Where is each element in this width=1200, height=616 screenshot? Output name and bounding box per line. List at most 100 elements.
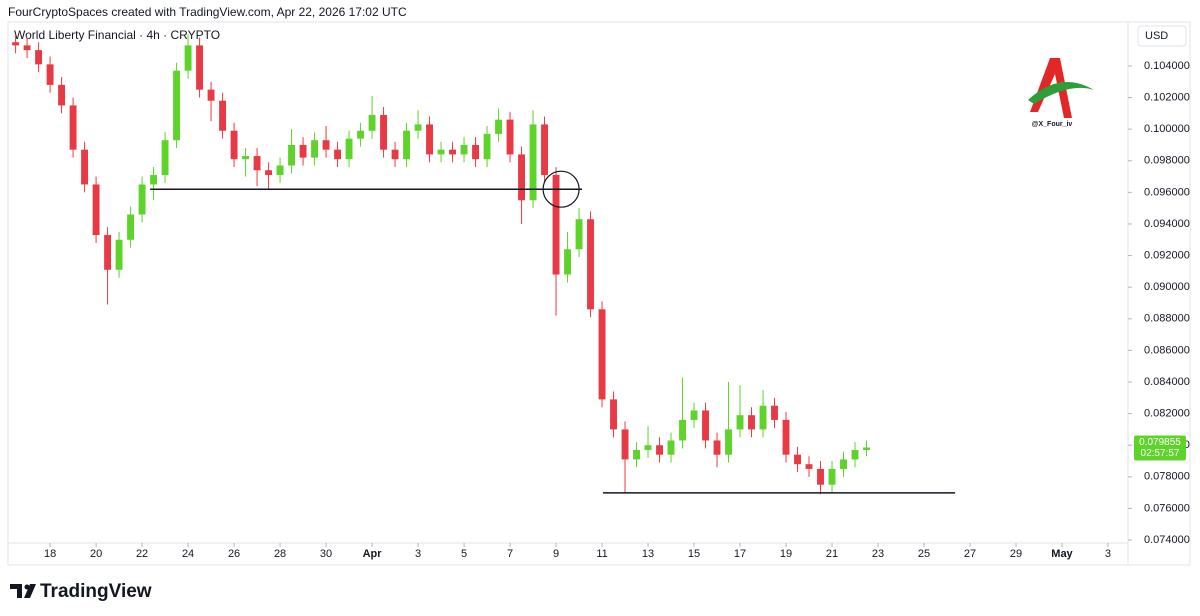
candle-body [598,309,606,400]
candle-body [736,415,744,430]
y-tick-label: 0.098000 [1144,155,1190,167]
x-tick-label: 29 [1010,548,1022,560]
x-tick-label: 18 [44,548,56,560]
x-tick-label: 15 [688,548,700,560]
x-tick-label: May [1051,548,1073,560]
x-tick-label: 25 [918,548,930,560]
x-tick-label: 21 [826,548,838,560]
candle-body [426,124,434,155]
candle-body [127,214,135,240]
candle-body [828,468,836,485]
brand-logo: TradingView [10,581,152,602]
plot: 0.0740000.0760000.0780000.0800000.082000… [12,34,1190,560]
currency-box[interactable] [1137,25,1187,47]
candle-body [483,133,491,160]
candle-body [851,449,859,460]
x-tick-label: Apr [363,548,383,560]
candle-body [449,149,456,155]
x-tick-label: 30 [320,548,332,560]
candle-body [840,459,847,469]
candle-body [265,170,273,175]
candle-body [12,42,20,46]
candle-body [644,445,652,450]
candle-body [138,184,146,215]
candle-body [380,114,388,150]
candle-body [184,45,192,71]
x-tick-label: 23 [872,548,884,560]
candle-body [518,154,525,201]
x-tick-label: 11 [596,548,607,560]
candle-body [460,144,468,155]
countdown: 02:57:57 [1141,448,1180,459]
candle-body [35,50,43,65]
candle-body [230,130,238,160]
candle-body [725,429,732,455]
candle-body [748,415,755,430]
x-tick-label: 17 [734,548,746,560]
x-tick-label: 9 [553,548,559,560]
candle-body [253,156,261,171]
x-tick-label: 5 [461,548,467,560]
candle-body [115,239,123,270]
candle-body [288,144,296,166]
brand-dot [24,584,30,590]
candle-body [690,410,698,420]
candle-body [679,419,686,441]
candle-body [368,114,376,131]
y-tick-label: 0.082000 [1144,408,1190,420]
y-tick-label: 0.092000 [1144,249,1190,261]
y-tick-label: 0.094000 [1144,218,1190,230]
last-price: 0.079855 [1139,437,1181,448]
brand: TradingView [40,581,152,602]
y-tick-label: 0.084000 [1144,376,1190,388]
x-tick-label: 22 [136,548,148,560]
candle-body [587,219,594,310]
candle-body [575,219,583,250]
candle-body [276,165,284,175]
currency: USD [1145,30,1168,42]
candle-body [311,140,319,158]
candle-body [242,156,250,160]
header: FourCryptoSpaces created with TradingVie… [8,5,407,19]
watermark-logo: @X_Four_iv [1028,58,1094,128]
candle-body [207,89,215,101]
x-tick-label: 3 [1105,548,1111,560]
candle-body [219,100,227,131]
last-price-tag [1134,435,1186,461]
candle-body [196,45,204,90]
frame [7,21,1191,566]
x-tick-label: 13 [642,548,654,560]
candle-body [58,84,66,106]
candle-body [759,405,767,430]
candle-body [322,140,330,150]
y-tick-label: 0.100000 [1144,123,1190,135]
logo-swoosh [1028,82,1094,104]
candle-body [81,149,89,185]
candle-body [414,124,422,131]
candle-body [391,149,399,160]
x-tick-label: 28 [274,548,286,560]
candle-body [299,144,307,158]
candle-body [334,149,342,160]
candle-body [564,249,571,275]
candle-body [472,144,479,160]
chart-title: World Liberty Financial · 4h · CRYPTO [14,28,220,42]
circle-annotation [542,170,580,208]
candle-body [69,105,77,150]
x-tick-label: 27 [964,548,976,560]
candle-body [23,45,31,51]
candle-body [863,447,870,450]
y-tick-label: 0.078000 [1144,471,1190,483]
candle-body [667,440,675,455]
candle-body [702,410,709,441]
candle-body [529,124,537,201]
x-tick-label: 3 [415,548,421,560]
candle-body [805,464,813,469]
x-tick-label: 26 [228,548,240,560]
x-tick-label: 7 [507,548,513,560]
watermark: @X_Four_iv [1032,121,1073,128]
y-tick-label: 0.088000 [1144,313,1190,325]
